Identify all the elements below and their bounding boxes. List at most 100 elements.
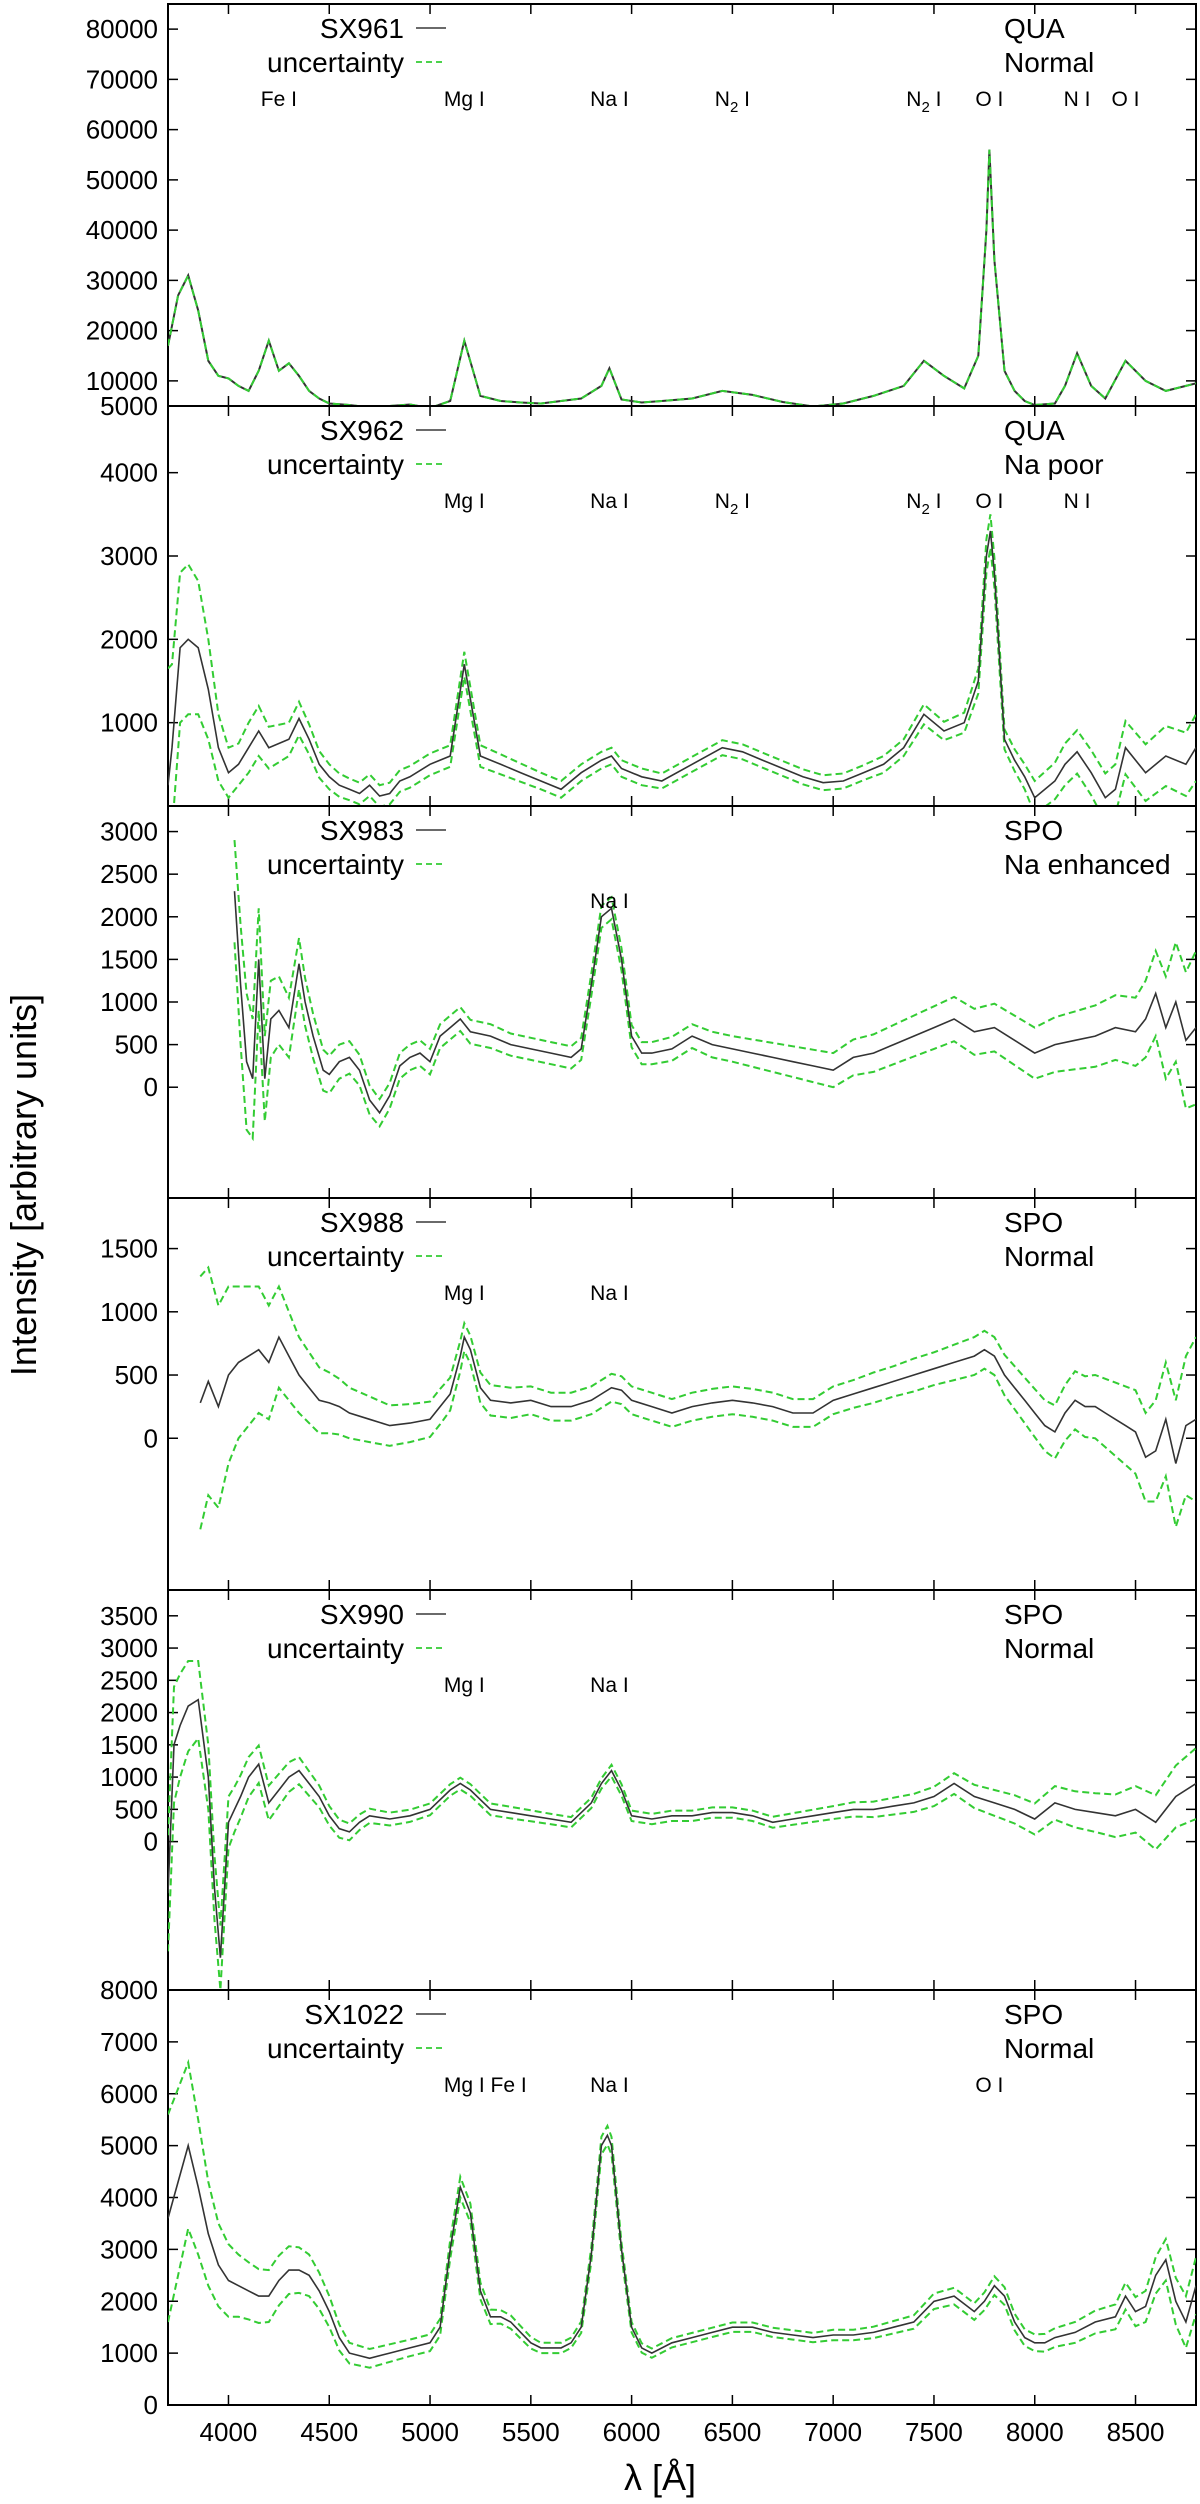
class-tag: SPO	[1004, 1999, 1063, 2030]
line-annotation: Na I	[590, 1674, 629, 1697]
y-tick-label: 70000	[86, 64, 158, 94]
line-annotation: O I	[975, 88, 1003, 111]
y-tick-label: 3000	[100, 541, 158, 571]
class-tag: SPO	[1004, 1599, 1063, 1630]
series-group	[168, 1660, 1196, 1990]
uncertainty-upper-line	[199, 1265, 1196, 1415]
line-annotation: Fe I	[261, 88, 297, 111]
y-tick-label: 80000	[86, 14, 158, 44]
class-tag: QUA	[1004, 13, 1065, 44]
y-tick-label: 2500	[100, 859, 158, 889]
y-tick-label: 40000	[86, 215, 158, 245]
class-tag: QUA	[1004, 415, 1065, 446]
y-tick-label: 3000	[100, 817, 158, 847]
composition-tag: Normal	[1004, 47, 1094, 78]
series-group	[233, 840, 1196, 1142]
line-annotation: N I	[1064, 490, 1091, 513]
class-tag: SPO	[1004, 815, 1063, 846]
line-annotation: N2 I	[906, 88, 941, 116]
x-tick-label: 8000	[1006, 2417, 1064, 2447]
composition-tag: Na enhanced	[1004, 849, 1171, 880]
legend-uncertainty-label: uncertainty	[267, 449, 404, 480]
y-tick-label: 1500	[100, 944, 158, 974]
series-group	[168, 514, 1196, 806]
class-tag: SPO	[1004, 1207, 1063, 1238]
y-tick-label: 0	[144, 1423, 158, 1453]
y-tick-label: 3000	[100, 1633, 158, 1663]
x-tick-label: 7000	[804, 2417, 862, 2447]
legend-uncertainty-label: uncertainty	[267, 2033, 404, 2064]
spectrum-line	[168, 1698, 1196, 1958]
y-tick-label: 500	[115, 1360, 158, 1390]
spectrum-line	[199, 1334, 1196, 1464]
line-annotation: O I	[1111, 88, 1139, 111]
y-tick-label: 1000	[100, 987, 158, 1017]
legend-sample-label: SX983	[320, 815, 404, 846]
y-tick-label: 0	[144, 1072, 158, 1102]
line-annotation: N I	[1064, 88, 1091, 111]
y-tick-label: 500	[115, 1030, 158, 1060]
x-tick-label: 4000	[200, 2417, 258, 2447]
panel-sx983: 0 500 1000 1500 2000 2500 3000 SX983uncertainty…	[100, 805, 1197, 1199]
x-axis: 4000 4500 5000 5500 6000 6500 7000 7500 8000 8500	[200, 2417, 1165, 2447]
y-tick-label: 1500	[100, 1730, 158, 1760]
line-annotation: Mg I	[444, 88, 485, 111]
y-tick-label: 8000	[100, 1975, 158, 2005]
series-group	[168, 2058, 1196, 2369]
panels: 5000100002000030000400005000060000700008…	[86, 3, 1197, 2420]
series-group	[199, 1265, 1196, 1530]
y-tick-label: 5000	[100, 391, 158, 421]
spectrum-line	[168, 2133, 1196, 2360]
line-annotation: Na I	[590, 1282, 629, 1305]
legend-sample-label: SX962	[320, 415, 404, 446]
y-tick-label: 500	[115, 1794, 158, 1824]
composition-tag: Normal	[1004, 1633, 1094, 1664]
line-annotation: Na I	[590, 2074, 629, 2097]
y-tick-label: 7000	[100, 2027, 158, 2057]
x-tick-label: 8500	[1107, 2417, 1165, 2447]
y-tick-label: 3500	[100, 1601, 158, 1631]
legend-uncertainty-label: uncertainty	[267, 1241, 404, 1272]
uncertainty-lower-line	[199, 1347, 1196, 1530]
legend-uncertainty-label: uncertainty	[267, 1633, 404, 1664]
line-annotation: Mg I	[444, 1282, 485, 1305]
y-tick-label: 0	[144, 2390, 158, 2420]
line-annotation: Na I	[590, 890, 629, 913]
y-tick-label: 2000	[100, 2286, 158, 2316]
line-annotation: O I	[975, 490, 1003, 513]
legend-sample-label: SX990	[320, 1599, 404, 1630]
composition-tag: Na poor	[1004, 449, 1104, 480]
series-group	[168, 149, 1196, 406]
y-tick-label: 20000	[86, 316, 158, 346]
uncertainty-lower-line	[233, 917, 1196, 1142]
legend-sample-label: SX961	[320, 13, 404, 44]
x-tick-label: 4500	[300, 2417, 358, 2447]
line-annotation: O I	[975, 2074, 1003, 2097]
legend-sample-label: SX988	[320, 1207, 404, 1238]
y-tick-label: 1000	[100, 708, 158, 738]
composition-tag: Normal	[1004, 2033, 1094, 2064]
y-tick-label: 1000	[100, 1762, 158, 1792]
uncertainty-lower-line	[168, 1735, 1196, 1990]
x-tick-label: 6000	[603, 2417, 661, 2447]
x-tick-label: 6500	[703, 2417, 761, 2447]
y-tick-label: 50000	[86, 165, 158, 195]
y-tick-label: 4000	[100, 2183, 158, 2213]
y-tick-label: 10000	[86, 366, 158, 396]
line-annotation: Mg I	[444, 2074, 485, 2097]
line-annotation: Na I	[590, 88, 629, 111]
uncertainty-lower-line	[172, 547, 1196, 806]
uncertainty-line	[168, 149, 1196, 406]
y-tick-label: 30000	[86, 265, 158, 295]
y-tick-label: 2000	[100, 624, 158, 654]
line-annotation: N2 I	[715, 490, 750, 518]
y-tick-label: 5000	[100, 2131, 158, 2161]
uncertainty-upper-line	[168, 1660, 1196, 1926]
composition-tag: Normal	[1004, 1241, 1094, 1272]
line-annotation: Mg I	[444, 1674, 485, 1697]
